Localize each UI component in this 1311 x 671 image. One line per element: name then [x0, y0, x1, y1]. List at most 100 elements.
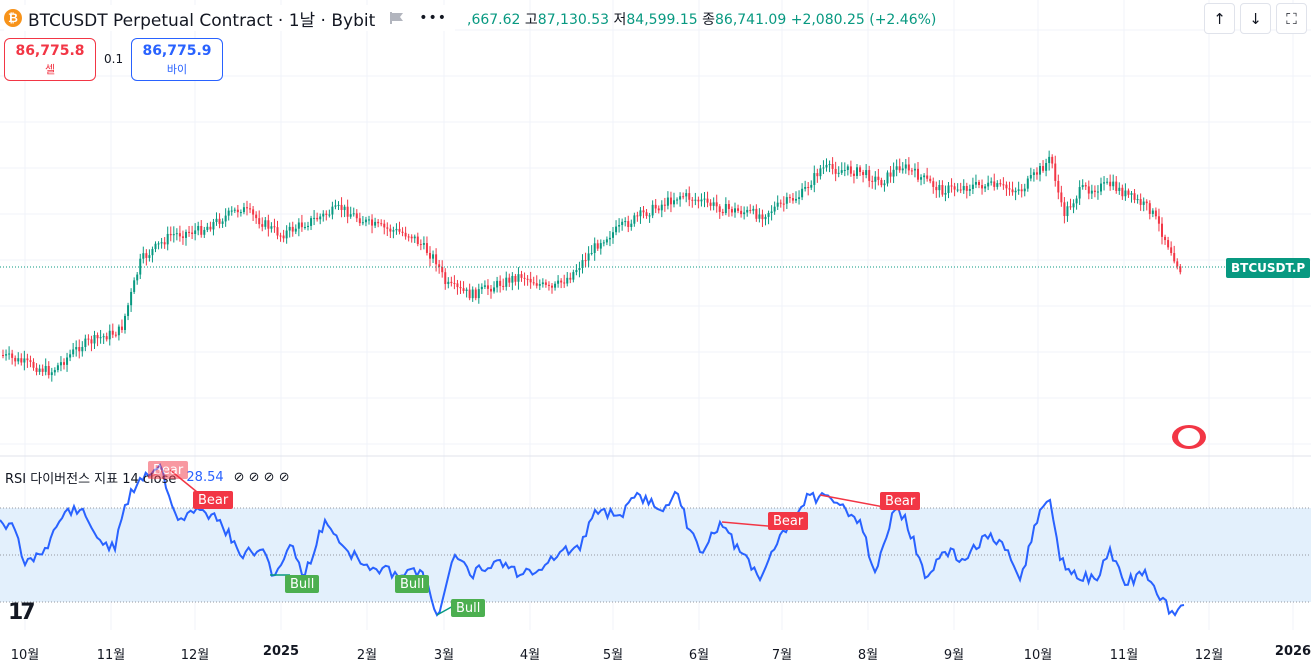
candle-body	[1045, 163, 1048, 171]
candle-body	[221, 221, 224, 224]
candle-body	[395, 228, 398, 231]
candle-body	[218, 218, 221, 224]
candle-body	[993, 181, 996, 187]
candle-body	[599, 243, 602, 249]
candle-body	[581, 260, 584, 269]
candle-body	[1057, 180, 1060, 193]
candle-body	[782, 203, 785, 205]
candle-body	[1115, 181, 1118, 191]
candle-body	[380, 223, 383, 225]
candle-body	[117, 326, 120, 336]
candle-body	[346, 206, 349, 217]
candle-body	[749, 209, 752, 211]
candle-body	[837, 172, 840, 174]
candle-body	[56, 365, 59, 371]
candle-body	[105, 336, 108, 340]
rsi-title: RSI 다이버전스 지표 14 close	[5, 472, 177, 487]
candle-body	[270, 226, 273, 229]
candle-body	[602, 242, 605, 244]
candle-body	[17, 358, 20, 362]
candle-body	[590, 252, 593, 254]
candle-body	[349, 214, 352, 217]
candle-body	[87, 338, 90, 340]
candle-body	[236, 209, 239, 213]
candle-body	[502, 285, 505, 287]
candle-body	[1100, 183, 1102, 192]
more-options-icon[interactable]: •••	[419, 10, 448, 26]
candle-body	[618, 225, 621, 227]
candle-body	[859, 167, 862, 173]
candle-body	[877, 176, 880, 180]
candle-body	[1005, 184, 1008, 189]
candle-body	[1173, 253, 1176, 262]
candle-body	[145, 253, 148, 258]
candle-body	[1084, 185, 1087, 187]
candle-body	[416, 236, 419, 245]
symbol-price-tag[interactable]: BTCUSDT.P	[1226, 258, 1311, 278]
candle-body	[230, 210, 233, 212]
low-label: 저	[613, 12, 627, 28]
candle-body	[532, 282, 535, 284]
candle-body	[258, 218, 261, 225]
candle-body	[75, 347, 78, 350]
candle-body	[282, 235, 285, 239]
scroll-down-button[interactable]: ↓	[1240, 3, 1271, 34]
candle-body	[767, 212, 770, 217]
symbol-title[interactable]: BTCUSDT Perpetual Contract · 1날 · Bybit	[28, 10, 376, 31]
candle-body	[605, 239, 608, 243]
tradingview-logo-icon[interactable]: 17	[8, 600, 36, 625]
visibility-icons[interactable]: ⊘ ⊘ ⊘ ⊘	[233, 470, 290, 485]
candle-body	[1048, 156, 1051, 164]
candle-body	[160, 242, 163, 244]
symbol-header[interactable]: ₿ BTCUSDT Perpetual Contract · 1날 · Bybi…	[4, 5, 456, 31]
sell-button[interactable]: 86,775.8 셀	[4, 38, 96, 81]
candle-body	[297, 222, 300, 229]
change-value: +2,080.25 (+2.46%)	[790, 12, 937, 28]
candle-body	[422, 243, 425, 245]
candle-body	[401, 231, 404, 233]
candle-body	[1139, 199, 1142, 205]
candle-body	[718, 206, 721, 212]
candle-body	[968, 189, 971, 191]
sell-price: 86,775.8	[15, 42, 85, 59]
fullscreen-button[interactable]: ⛶	[1276, 3, 1307, 34]
candle-body	[53, 370, 56, 373]
candle-body	[471, 289, 474, 299]
us-flag-currency-icon[interactable]	[1172, 425, 1206, 449]
candle-body	[712, 202, 715, 206]
candle-body	[730, 209, 733, 213]
buy-button[interactable]: 86,775.9 바이	[131, 38, 223, 81]
candle-body	[505, 277, 508, 287]
candle-body	[776, 202, 779, 207]
candle-body	[804, 186, 807, 189]
x-axis-label: 2025	[262, 644, 300, 659]
candle-body	[596, 243, 599, 249]
candle-body	[368, 219, 370, 221]
scroll-up-button[interactable]: ↑	[1204, 3, 1235, 34]
candle-body	[959, 189, 962, 191]
candle-body	[642, 210, 645, 213]
candle-body	[1008, 188, 1011, 190]
high-label: 고	[524, 12, 538, 28]
candle-body	[752, 208, 755, 211]
candle-body	[1145, 201, 1148, 204]
candle-body	[636, 215, 639, 217]
x-axis-label: 9월	[943, 648, 965, 663]
candle-body	[358, 218, 361, 224]
candle-body	[688, 193, 691, 200]
rsi-legend[interactable]: RSI 다이버전스 지표 14 close 28.54 ⊘ ⊘ ⊘ ⊘	[5, 468, 290, 487]
candle-body	[657, 208, 660, 211]
candle-body	[1124, 190, 1127, 197]
candle-body	[654, 204, 657, 209]
candle-body	[111, 330, 114, 335]
flag-icon[interactable]	[389, 11, 405, 25]
candle-body	[307, 225, 309, 227]
x-axis-label: 7월	[771, 648, 793, 663]
candle-body	[486, 285, 489, 289]
candle-body	[59, 362, 62, 366]
candle-body	[419, 244, 422, 246]
candle-body	[1157, 216, 1160, 224]
candle-body	[929, 178, 932, 182]
buy-price: 86,775.9	[142, 42, 212, 59]
